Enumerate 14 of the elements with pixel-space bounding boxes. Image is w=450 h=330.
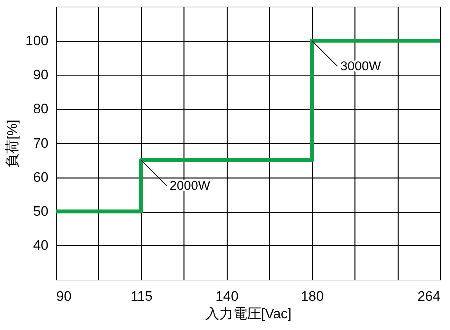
y-tick-label: 90 <box>33 68 49 82</box>
y-tick-label: 70 <box>33 136 49 151</box>
x-tick-label: 264 <box>418 289 442 304</box>
x-axis-title: 入力電圧[Vac] <box>205 306 292 322</box>
x-tick-label: 140 <box>216 289 240 304</box>
y-tick-label: 40 <box>33 238 49 254</box>
x-tick-label: 115 <box>130 289 154 304</box>
y-axis-title: 負荷[%] <box>4 120 20 168</box>
y-tick-label: 60 <box>33 170 49 185</box>
x-tick-label: 90 <box>56 289 72 304</box>
y-tick-label: 100 <box>26 33 49 48</box>
y-tick-label: 80 <box>33 102 49 117</box>
x-tick-label: 180 <box>301 289 324 304</box>
y-tick-label: 50 <box>33 204 49 220</box>
